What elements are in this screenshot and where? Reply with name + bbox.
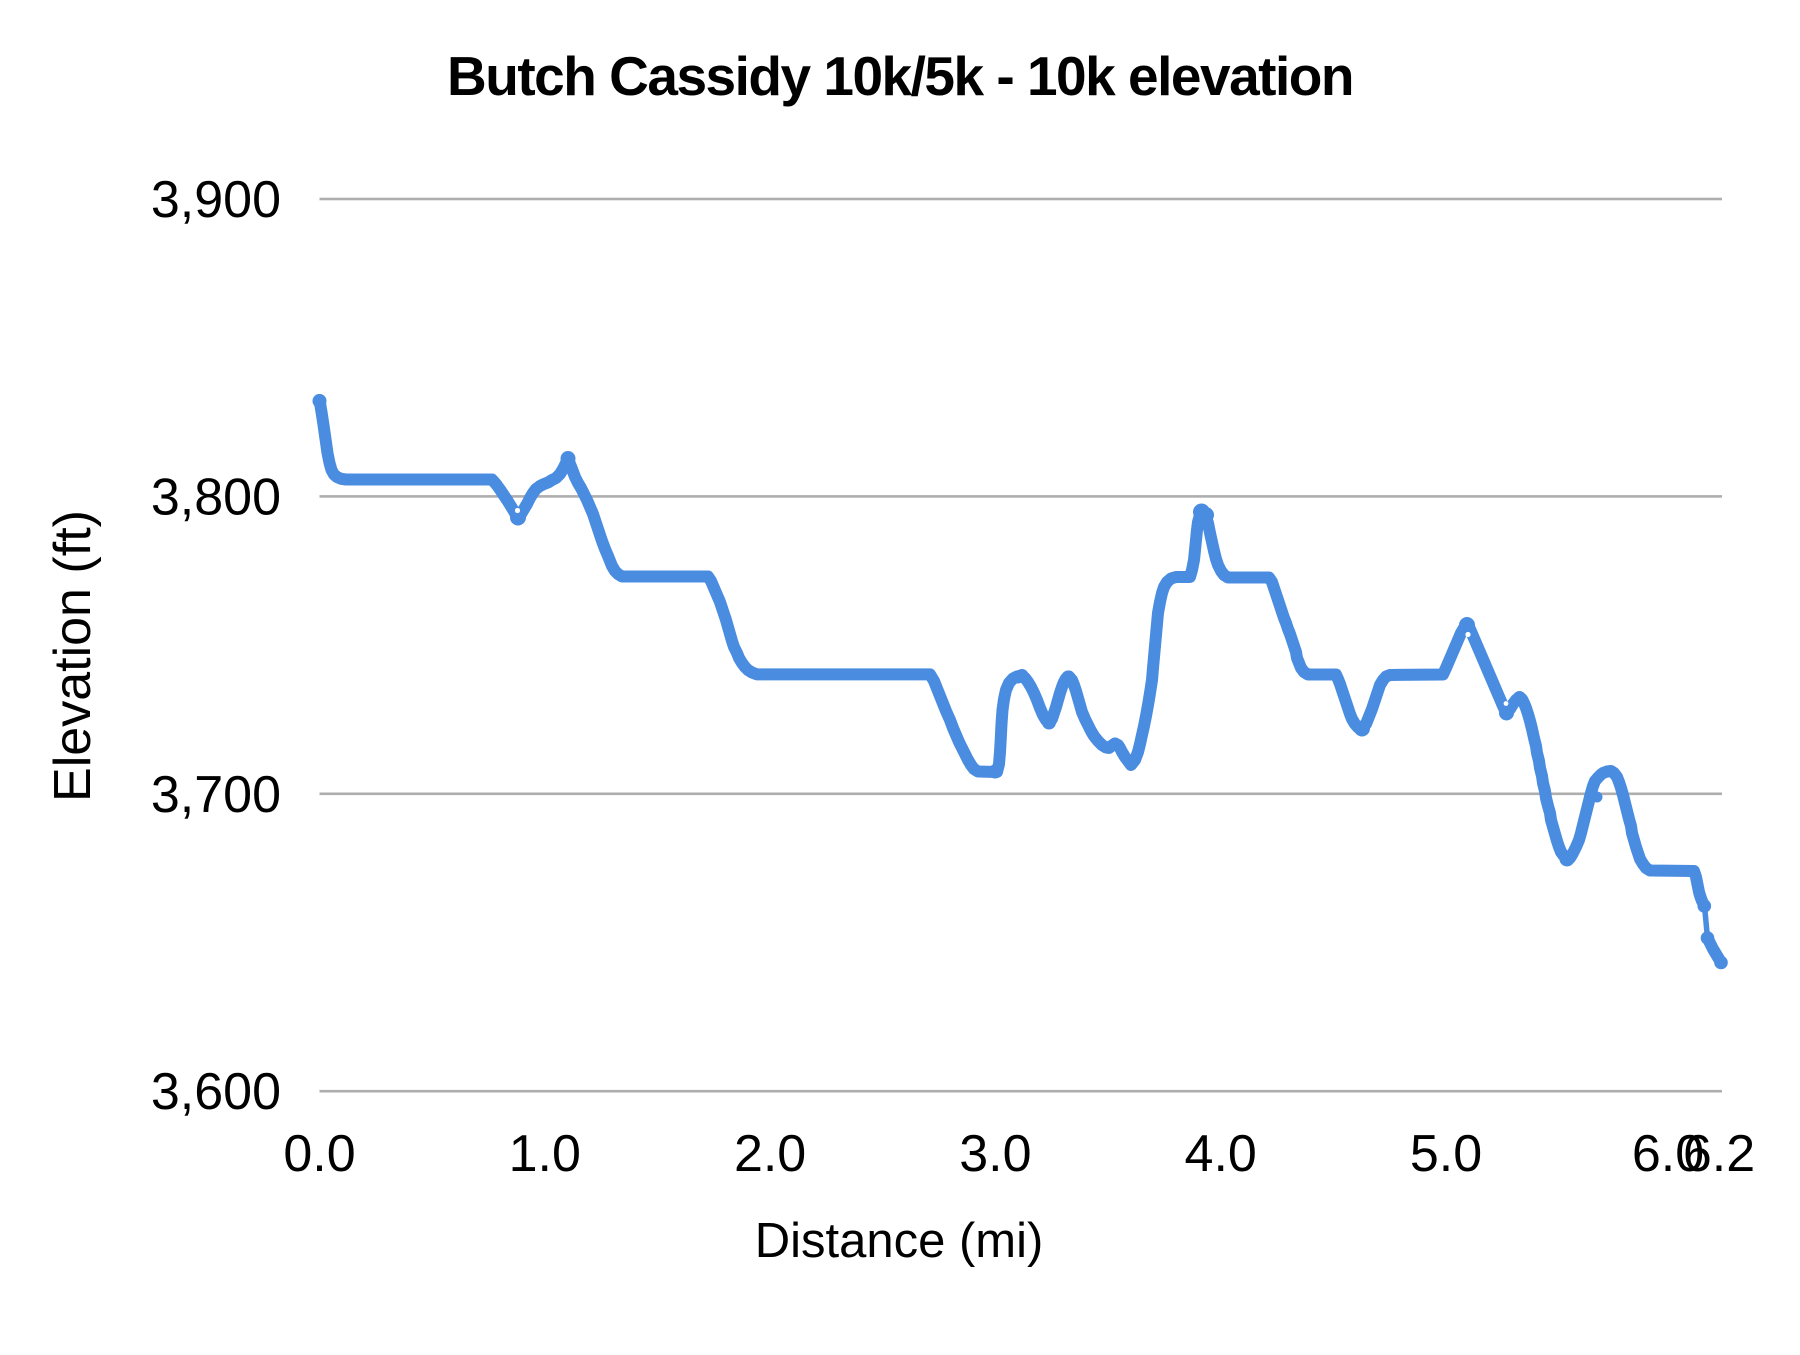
svg-text:2.0: 2.0: [734, 1125, 806, 1183]
svg-text:Elevation (ft): Elevation (ft): [44, 510, 102, 802]
svg-text:3,600: 3,600: [151, 1063, 281, 1121]
svg-text:3,800: 3,800: [151, 468, 281, 526]
svg-text:3,700: 3,700: [151, 766, 281, 824]
svg-text:1.0: 1.0: [509, 1125, 581, 1183]
svg-text:0.0: 0.0: [283, 1125, 355, 1183]
svg-text:4.0: 4.0: [1185, 1125, 1257, 1183]
svg-text:Butch Cassidy 10k/5k - 10k ele: Butch Cassidy 10k/5k - 10k elevation: [447, 45, 1353, 107]
svg-text:6.0: 6.0: [1632, 1125, 1704, 1183]
svg-text:Distance (mi): Distance (mi): [755, 1214, 1044, 1268]
svg-text:3.0: 3.0: [959, 1125, 1031, 1183]
svg-text:3,900: 3,900: [151, 171, 281, 229]
svg-text:6.2: 6.2: [1683, 1125, 1755, 1183]
svg-text:5.0: 5.0: [1410, 1125, 1482, 1183]
